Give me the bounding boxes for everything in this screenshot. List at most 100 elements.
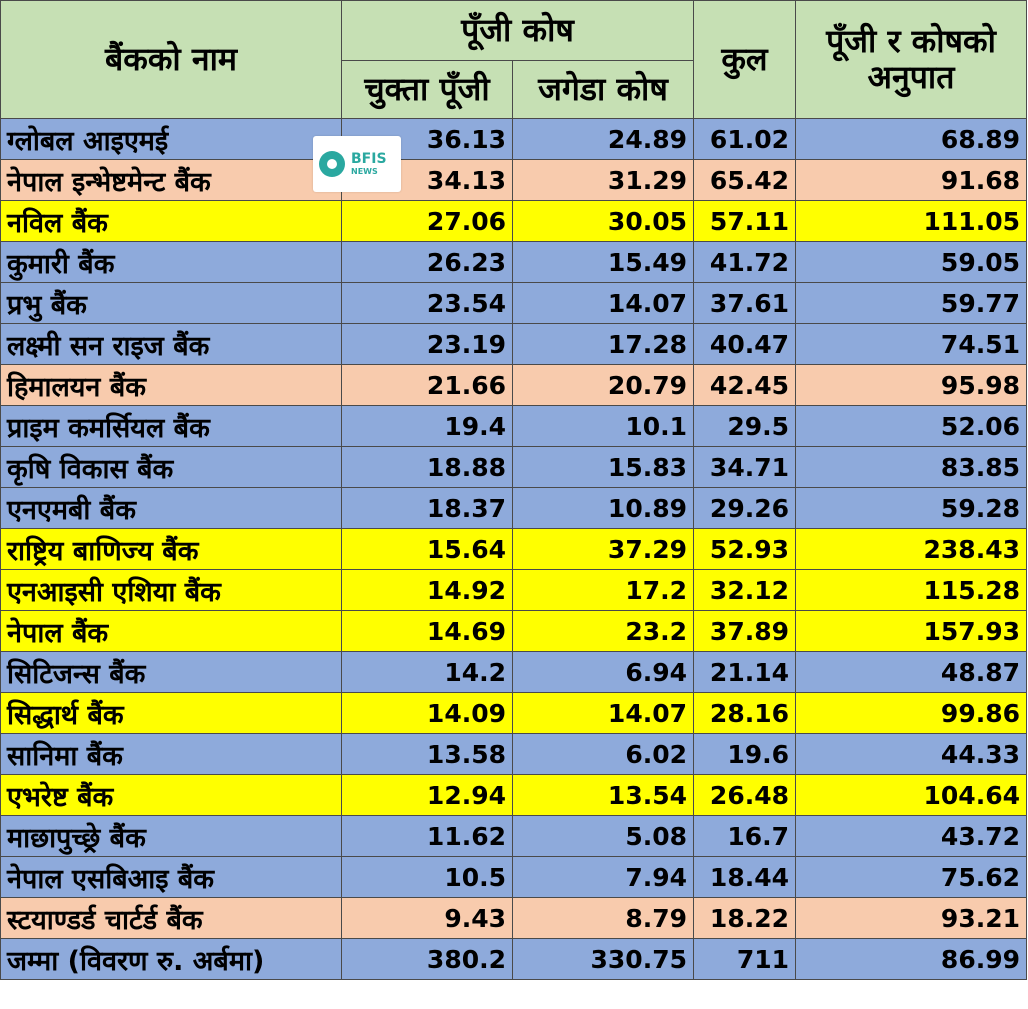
ratio-cell: 157.93 bbox=[795, 610, 1027, 652]
table-row: सानिमा बैंक 13.58 6.02 19.6 44.33 bbox=[0, 733, 1027, 775]
bank-name-cell: नविल बैंक bbox=[0, 200, 342, 242]
reserve-fund-cell: 10.1 bbox=[512, 405, 694, 447]
ratio-cell: 99.86 bbox=[795, 692, 1027, 734]
paid-up-capital-cell: 14.09 bbox=[341, 692, 513, 734]
table-row: नेपाल बैंक 14.69 23.2 37.89 157.93 bbox=[0, 610, 1027, 652]
paid-up-capital-cell: 12.94 bbox=[341, 774, 513, 816]
paid-up-capital-cell: 15.64 bbox=[341, 528, 513, 570]
paid-up-capital-cell: 26.23 bbox=[341, 241, 513, 283]
paid-up-capital-cell: 23.19 bbox=[341, 323, 513, 365]
reserve-fund-cell: 17.28 bbox=[512, 323, 694, 365]
bank-name-cell: स्टयाण्डर्ड चार्टर्ड बैंक bbox=[0, 897, 342, 939]
table-row: सिद्धार्थ बैंक 14.09 14.07 28.16 99.86 bbox=[0, 692, 1027, 734]
bfis-logo-icon bbox=[319, 151, 345, 177]
reserve-fund-cell: 8.79 bbox=[512, 897, 694, 939]
ratio-cell: 104.64 bbox=[795, 774, 1027, 816]
bank-name-cell: कुमारी बैंक bbox=[0, 241, 342, 283]
reserve-fund-cell: 31.29 bbox=[512, 159, 694, 201]
reserve-fund-cell: 5.08 bbox=[512, 815, 694, 857]
total-cell: 40.47 bbox=[693, 323, 796, 365]
bank-capital-table: बैंकको नाम पूँजी कोष कुल पूँजी र कोषको अ… bbox=[0, 0, 1027, 980]
total-cell: 18.44 bbox=[693, 856, 796, 898]
ratio-cell: 83.85 bbox=[795, 446, 1027, 488]
reserve-fund-cell: 20.79 bbox=[512, 364, 694, 406]
ratio-cell: 59.77 bbox=[795, 282, 1027, 324]
ratio-cell: 48.87 bbox=[795, 651, 1027, 693]
paid-up-capital-cell: 23.54 bbox=[341, 282, 513, 324]
total-cell: 28.16 bbox=[693, 692, 796, 734]
total-cell: 18.22 bbox=[693, 897, 796, 939]
total-cell: 52.93 bbox=[693, 528, 796, 570]
bank-name-cell: हिमालयन बैंक bbox=[0, 364, 342, 406]
table-row: राष्ट्रिय बाणिज्य बैंक 15.64 37.29 52.93 238… bbox=[0, 528, 1027, 570]
total-cell: 61.02 bbox=[693, 118, 796, 160]
bank-name-cell: नेपाल इन्भेष्टमेन्ट बैंक bbox=[0, 159, 342, 201]
ratio-cell: 59.05 bbox=[795, 241, 1027, 283]
total-cell: 32.12 bbox=[693, 569, 796, 611]
ratio-cell: 91.68 bbox=[795, 159, 1027, 201]
ratio-cell: 115.28 bbox=[795, 569, 1027, 611]
paid-up-capital-cell: 11.62 bbox=[341, 815, 513, 857]
reserve-fund-cell: 30.05 bbox=[512, 200, 694, 242]
reserve-fund-cell: 14.07 bbox=[512, 282, 694, 324]
table-row: एभरेष्ट बैंक 12.94 13.54 26.48 104.64 bbox=[0, 774, 1027, 816]
total-cell: 26.48 bbox=[693, 774, 796, 816]
reserve-fund-cell: 330.75 bbox=[512, 938, 694, 980]
header-paid-up-capital: चुक्ता पूँजी bbox=[341, 60, 513, 119]
reserve-fund-cell: 37.29 bbox=[512, 528, 694, 570]
bank-name-cell: नेपाल बैंक bbox=[0, 610, 342, 652]
paid-up-capital-cell: 14.69 bbox=[341, 610, 513, 652]
table-row: प्रभु बैंक 23.54 14.07 37.61 59.77 bbox=[0, 282, 1027, 324]
bank-name-cell: माछापुच्छ्रे बैंक bbox=[0, 815, 342, 857]
bank-name-cell: एभरेष्ट बैंक bbox=[0, 774, 342, 816]
header-ratio-line2: अनुपात bbox=[867, 57, 955, 96]
reserve-fund-cell: 14.07 bbox=[512, 692, 694, 734]
bank-name-cell: राष्ट्रिय बाणिज्य बैंक bbox=[0, 528, 342, 570]
ratio-cell: 68.89 bbox=[795, 118, 1027, 160]
paid-up-capital-cell: 19.4 bbox=[341, 405, 513, 447]
total-cell: 19.6 bbox=[693, 733, 796, 775]
table-row: कृषि विकास बैंक 18.88 15.83 34.71 83.85 bbox=[0, 446, 1027, 488]
reserve-fund-cell: 6.02 bbox=[512, 733, 694, 775]
table-row: लक्ष्मी सन राइज बैंक 23.19 17.28 40.47 74.51 bbox=[0, 323, 1027, 365]
reserve-fund-cell: 7.94 bbox=[512, 856, 694, 898]
ratio-cell: 43.72 bbox=[795, 815, 1027, 857]
table-row: सिटिजन्स बैंक 14.2 6.94 21.14 48.87 bbox=[0, 651, 1027, 693]
total-cell: 57.11 bbox=[693, 200, 796, 242]
total-cell: 29.26 bbox=[693, 487, 796, 529]
reserve-fund-cell: 23.2 bbox=[512, 610, 694, 652]
bank-name-cell: एनएमबी बैंक bbox=[0, 487, 342, 529]
total-cell: 29.5 bbox=[693, 405, 796, 447]
bank-name-cell: लक्ष्मी सन राइज बैंक bbox=[0, 323, 342, 365]
reserve-fund-cell: 15.83 bbox=[512, 446, 694, 488]
header-ratio-line1: पूँजी र कोषको bbox=[826, 22, 996, 61]
reserve-fund-cell: 24.89 bbox=[512, 118, 694, 160]
bank-name-cell: ग्लोबल आइएमई bbox=[0, 118, 342, 160]
ratio-cell: 86.99 bbox=[795, 938, 1027, 980]
header-bank-name: बैंकको नाम bbox=[0, 0, 342, 119]
total-cell: 34.71 bbox=[693, 446, 796, 488]
ratio-cell: 75.62 bbox=[795, 856, 1027, 898]
total-cell: 711 bbox=[693, 938, 796, 980]
total-cell: 37.61 bbox=[693, 282, 796, 324]
ratio-cell: 93.21 bbox=[795, 897, 1027, 939]
total-cell: 37.89 bbox=[693, 610, 796, 652]
table-row: माछापुच्छ्रे बैंक 11.62 5.08 16.7 43.72 bbox=[0, 815, 1027, 857]
ratio-cell: 59.28 bbox=[795, 487, 1027, 529]
paid-up-capital-cell: 14.2 bbox=[341, 651, 513, 693]
bfis-news-logo: BFIS NEWS bbox=[313, 136, 401, 192]
table-row: नेपाल एसबिआइ बैंक 10.5 7.94 18.44 75.62 bbox=[0, 856, 1027, 898]
total-cell: 16.7 bbox=[693, 815, 796, 857]
ratio-cell: 111.05 bbox=[795, 200, 1027, 242]
total-cell: 41.72 bbox=[693, 241, 796, 283]
table-row: नेपाल इन्भेष्टमेन्ट बैंक 34.13 31.29 65.42 9… bbox=[0, 159, 1027, 201]
total-cell: 21.14 bbox=[693, 651, 796, 693]
bank-name-cell: सिटिजन्स बैंक bbox=[0, 651, 342, 693]
table-row: प्राइम कमर्सियल बैंक 19.4 10.1 29.5 52.06 bbox=[0, 405, 1027, 447]
bank-name-cell: कृषि विकास बैंक bbox=[0, 446, 342, 488]
total-cell: 65.42 bbox=[693, 159, 796, 201]
table-row: एनएमबी बैंक 18.37 10.89 29.26 59.28 bbox=[0, 487, 1027, 529]
table-row: कुमारी बैंक 26.23 15.49 41.72 59.05 bbox=[0, 241, 1027, 283]
paid-up-capital-cell: 18.88 bbox=[341, 446, 513, 488]
reserve-fund-cell: 15.49 bbox=[512, 241, 694, 283]
